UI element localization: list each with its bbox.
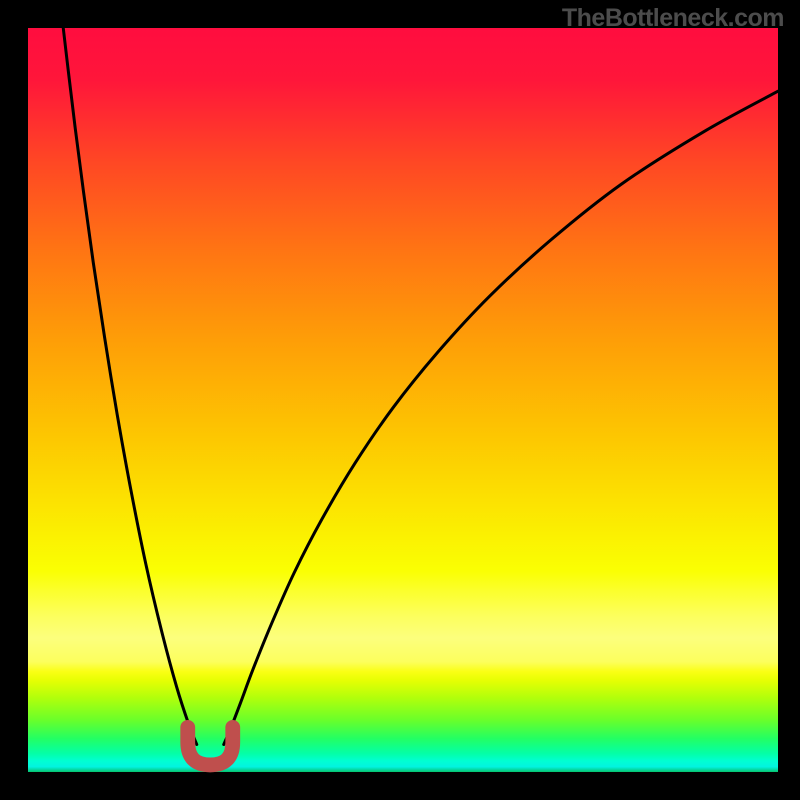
chart-frame: TheBottleneck.com	[0, 0, 800, 800]
chart-canvas	[0, 0, 800, 800]
chart-background-gradient	[28, 28, 778, 772]
watermark-text: TheBottleneck.com	[562, 4, 784, 33]
